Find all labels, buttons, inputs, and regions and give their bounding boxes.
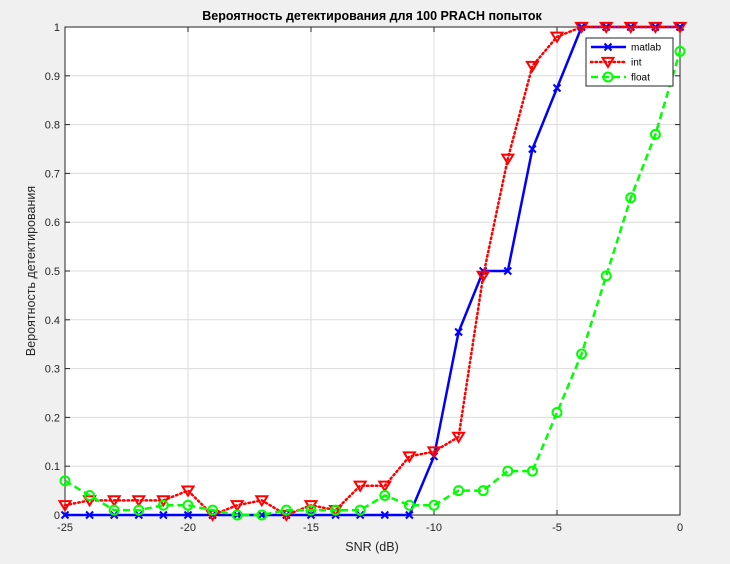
data-point-matlab <box>183 510 193 520</box>
data-point-float <box>133 504 145 516</box>
data-point-int <box>574 21 589 34</box>
legend-marker <box>600 56 616 69</box>
data-point-int <box>106 495 122 508</box>
data-point-int <box>623 21 639 34</box>
data-point-int <box>525 60 540 73</box>
data-point-int <box>549 31 565 44</box>
data-point-matlab <box>405 510 414 520</box>
data-point-matlab <box>159 510 168 520</box>
x-tick-label: -5 <box>552 522 562 534</box>
series-int <box>57 21 688 522</box>
data-point-int <box>672 21 688 34</box>
data-point-matlab <box>85 510 94 520</box>
x-tick-label: -25 <box>57 522 73 534</box>
data-point-float <box>182 499 194 511</box>
y-tick-label: 0.8 <box>45 120 60 132</box>
data-point-int <box>402 451 417 464</box>
y-axis-label: Вероятность детектирования <box>24 186 38 356</box>
chart-title: Вероятность детектирования для 100 PRACH… <box>202 9 542 23</box>
data-point-float <box>526 465 538 477</box>
data-point-int <box>57 500 73 513</box>
data-point-float <box>428 499 440 511</box>
data-point-float <box>330 504 342 516</box>
legend-label: int <box>631 58 642 69</box>
data-point-float <box>256 509 268 521</box>
data-point-int <box>500 153 516 166</box>
data-point-float <box>600 270 612 282</box>
data-point-int <box>598 21 614 34</box>
data-point-matlab <box>503 266 513 276</box>
data-point-int <box>254 495 270 508</box>
y-tick-label: 0.2 <box>45 412 60 424</box>
legend-label: float <box>631 73 650 84</box>
series-layer <box>57 21 688 522</box>
data-point-float <box>354 504 366 516</box>
legend-marker <box>602 71 614 83</box>
x-tick-label: -10 <box>426 522 442 534</box>
data-point-matlab <box>60 510 70 520</box>
y-tick-label: 0 <box>54 510 60 522</box>
data-point-float <box>502 465 514 477</box>
data-point-int <box>648 21 663 34</box>
data-point-float <box>576 348 588 360</box>
legend: matlab int float <box>585 37 674 87</box>
data-point-float <box>625 192 637 204</box>
data-point-float <box>280 504 292 516</box>
data-point-int <box>451 431 466 444</box>
data-point-float <box>157 499 169 511</box>
data-point-float <box>108 504 120 516</box>
data-point-matlab <box>454 327 463 337</box>
legend-entry-int: int <box>589 56 642 69</box>
y-tick-label: 0.3 <box>45 364 60 376</box>
series-line-matlab <box>65 25 680 517</box>
data-point-int <box>426 446 442 459</box>
x-axis-label: SNR (dB) <box>345 540 398 554</box>
data-point-float <box>207 504 219 516</box>
x-tick-label: -20 <box>180 522 196 534</box>
data-point-int <box>131 495 147 508</box>
x-tick-label: -15 <box>303 522 319 534</box>
data-point-float <box>649 128 661 140</box>
data-point-float <box>84 489 96 501</box>
data-point-matlab <box>528 144 537 154</box>
data-point-int <box>475 270 491 283</box>
data-point-float <box>305 504 317 516</box>
data-point-int <box>180 485 196 498</box>
x-tick-label: 0 <box>677 522 683 534</box>
y-tick-label: 1 <box>54 22 60 34</box>
data-point-int <box>82 495 97 508</box>
data-point-matlab <box>552 83 562 93</box>
legend-entry-float: float <box>591 71 650 84</box>
legend-marker <box>603 42 613 52</box>
data-point-float <box>477 485 489 497</box>
data-point-float <box>551 407 563 419</box>
data-point-float <box>453 485 465 497</box>
y-tick-label: 0.1 <box>45 461 60 473</box>
data-point-float <box>403 499 415 511</box>
y-tick-label: 0.4 <box>45 315 60 327</box>
y-tick-label: 0.9 <box>45 71 60 83</box>
y-tick-label: 0.7 <box>45 168 60 180</box>
data-point-float <box>59 475 71 487</box>
legend-label: matlab <box>631 43 661 54</box>
data-point-float <box>674 45 686 57</box>
data-point-float <box>379 489 391 501</box>
data-point-int <box>352 480 368 493</box>
y-tick-label: 0.5 <box>45 266 60 278</box>
data-point-float <box>231 509 243 521</box>
y-tick-label: 0.6 <box>45 217 60 229</box>
data-point-int <box>229 500 245 513</box>
ticks: -25 -20 -15 -10 -5 0 0 0.1 0.2 0.3 0.4 0.5 0.6 0.7 0.8… <box>45 22 683 534</box>
data-point-int <box>377 480 393 493</box>
data-point-matlab <box>380 510 390 520</box>
data-point-matlab <box>257 510 267 520</box>
legend-entry-matlab: matlab <box>591 43 661 54</box>
series-float <box>59 45 686 521</box>
